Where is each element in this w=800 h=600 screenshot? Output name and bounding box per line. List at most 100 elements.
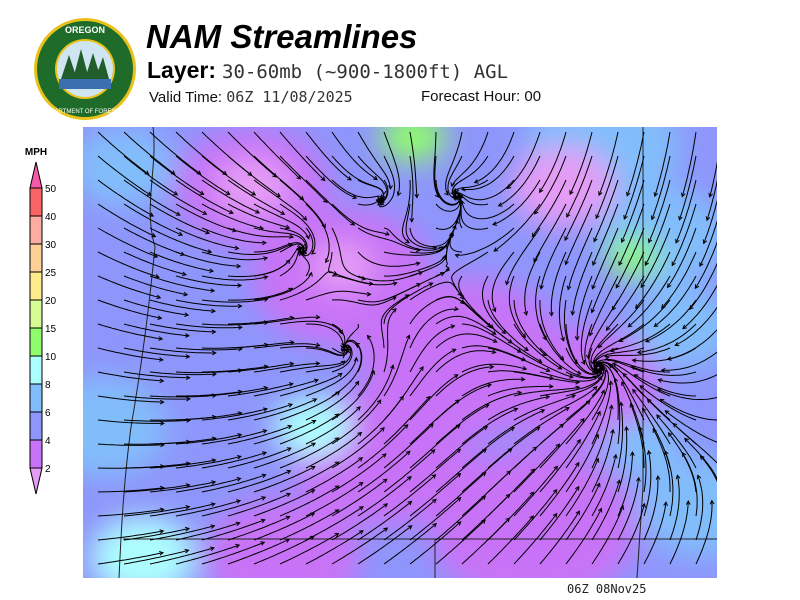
legend-arrow-top [29,161,43,189]
streamline-arrow [493,247,499,252]
streamline [558,275,567,341]
streamline [97,131,149,175]
legend-tick-label: 4 [45,436,51,447]
streamline-arrow [262,407,268,412]
streamline-arrow [626,191,631,197]
streamline-arrow [604,353,610,358]
streamline [331,342,362,397]
streamline [565,458,599,517]
streamline-arrow [513,407,519,412]
streamline [643,502,667,565]
legend-tick-label: 30 [45,240,57,251]
streamline-arrow [340,343,345,349]
streamline-arrow [178,231,184,236]
streamline [508,275,526,338]
streamline [123,506,190,517]
streamline [493,203,541,252]
streamline-arrow [156,294,162,300]
streamline-arrow [631,358,637,363]
streamline-arrow [596,410,601,416]
streamline [487,347,550,372]
streamline [331,203,390,236]
streamline-arrow [569,190,574,196]
streamline-arrow [337,372,343,378]
streamline-arrow [431,498,437,504]
streamline [513,323,562,370]
streamline-arrow [157,315,163,320]
streamline-arrow [305,234,311,240]
streamline-arrow [659,398,665,404]
streamline [703,199,717,244]
streamline [123,203,183,236]
streamline-arrow [237,303,243,309]
streamline [461,155,515,190]
streamline [279,360,346,373]
streamline [175,369,242,374]
streamline-arrow [210,524,216,529]
streamline [623,155,645,220]
streamline-arrow [415,261,421,267]
streamline [622,373,671,421]
streamline-arrow [313,378,319,384]
streamline-arrow [613,377,619,383]
streamline [401,179,411,244]
streamline [591,480,620,541]
streamline [706,179,717,221]
streamline-arrow [260,518,266,524]
wind-speed-area [83,377,168,477]
valid-time-label: Valid Time: [149,89,223,106]
streamline [565,323,599,375]
streamline [279,203,316,255]
streamline [149,481,216,493]
streamline [435,333,498,349]
streamline [201,155,256,196]
streamline [380,294,409,349]
streamline-arrow [280,210,286,215]
valid-time-value: 06Z 11/08/2025 [226,88,353,106]
streamline [97,179,154,217]
streamline [461,378,525,397]
streamline-arrow [604,356,610,362]
streamline-arrow [261,496,267,501]
streamline [487,385,553,397]
streamline-arrow [299,195,305,201]
streamline [279,155,328,203]
streamline [694,241,717,289]
streamline-arrow [181,271,187,277]
streamline [435,404,490,445]
streamline-arrow [451,348,457,353]
streamline [656,414,697,469]
streamline-arrow [151,233,157,238]
forecast-hour-value: 00 [524,88,542,105]
streamline [409,374,459,421]
streamline [305,179,355,226]
streamline [383,244,448,256]
streamline-arrow [663,501,668,507]
streamline-arrow [629,402,635,408]
streamline [357,155,388,203]
streamline [253,489,315,517]
streamline [409,325,455,373]
streamline [506,131,541,189]
streamline [487,468,535,517]
streamline-arrow [255,209,261,214]
streamline-arrow [507,448,513,453]
legend-swatch [29,187,43,217]
streamline [435,231,454,277]
streamline-arrow [444,190,449,196]
streamline [149,203,210,234]
streamline [175,347,242,351]
streamline [227,383,293,397]
streamline-arrow [650,215,656,221]
streamline [228,317,294,325]
streamline-arrow [652,427,657,433]
streamline [305,131,352,181]
streamline [550,251,567,316]
streamline [611,251,645,311]
streamline-arrow [225,190,231,195]
streamline [632,389,671,445]
streamline-arrow [612,453,618,459]
streamline [305,290,371,301]
streamline [357,227,420,251]
streamline-arrow [312,398,318,403]
